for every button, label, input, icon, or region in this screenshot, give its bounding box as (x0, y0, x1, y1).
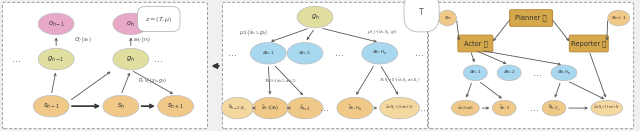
Text: $\bar{s}_{h,2}$: $\bar{s}_{h,2}$ (499, 104, 509, 112)
Ellipse shape (38, 13, 74, 35)
Text: $a_{h,H_a}$: $a_{h,H_a}$ (372, 49, 387, 58)
Ellipse shape (337, 97, 372, 119)
FancyBboxPatch shape (429, 2, 634, 129)
Ellipse shape (451, 100, 479, 116)
Ellipse shape (297, 6, 333, 28)
Text: $\bar{s}_{h,1}(s_h)$: $\bar{s}_{h,1}(s_h)$ (457, 104, 474, 112)
Text: ...: ... (415, 48, 424, 58)
Ellipse shape (113, 48, 148, 70)
Text: ...: ... (154, 54, 163, 64)
FancyBboxPatch shape (3, 2, 207, 129)
Ellipse shape (542, 100, 566, 116)
Ellipse shape (492, 100, 516, 116)
Ellipse shape (38, 48, 74, 70)
Text: T: T (419, 8, 424, 17)
Ellipse shape (362, 42, 397, 64)
Text: $\mathcal{T}_{h,1}(\cdot|\bar{s}_{h,1},a_{h,1})$: $\mathcal{T}_{h,1}(\cdot|\bar{s}_{h,1},a… (264, 77, 297, 85)
Ellipse shape (497, 65, 521, 81)
Text: $s_{h-1}$: $s_{h-1}$ (43, 102, 60, 111)
Text: Reporter 👷: Reporter 👷 (572, 40, 607, 47)
FancyBboxPatch shape (509, 10, 552, 26)
Ellipse shape (33, 95, 69, 117)
Text: $\mathcal{T}_{h,N_a+1}(\cdot|\bar{s}_{h,N_a},a_{h,N_a})$: $\mathcal{T}_{h,N_a+1}(\cdot|\bar{s}_{h,… (379, 76, 420, 85)
Text: $a_{h,H_a}$: $a_{h,H_a}$ (557, 69, 571, 77)
Text: $\bar{s}_{h,1}(s_h)$: $\bar{s}_{h,1}(s_h)$ (261, 104, 279, 112)
Text: $\bar{s}_{h,H_a}$: $\bar{s}_{h,H_a}$ (348, 103, 362, 113)
Ellipse shape (551, 65, 577, 81)
Text: $a_{h,1}$: $a_{h,1}$ (262, 50, 275, 57)
Text: ...: ... (321, 103, 330, 113)
FancyBboxPatch shape (458, 35, 493, 52)
Text: Planner 🤖: Planner 🤖 (515, 15, 547, 21)
Ellipse shape (287, 42, 323, 64)
Text: $\bar{s}_{h,2}$: $\bar{s}_{h,2}$ (299, 104, 311, 112)
Ellipse shape (250, 42, 286, 64)
Text: $s_{n+1}$: $s_{n+1}$ (611, 14, 627, 22)
Ellipse shape (103, 95, 139, 117)
Text: $g_{h-1}$: $g_{h-1}$ (47, 54, 65, 64)
Text: $o_h$: $o_h$ (127, 19, 135, 29)
Text: $a_{h,1}$: $a_{h,1}$ (469, 69, 481, 77)
Text: $s_h(\cdot|r_h)$: $s_h(\cdot|r_h)$ (132, 35, 151, 44)
Text: ...: ... (420, 103, 429, 113)
Ellipse shape (287, 97, 323, 119)
Text: $g_h$: $g_h$ (127, 54, 135, 64)
Text: $\bar{s}_{h,H_a}$: $\bar{s}_{h,H_a}$ (548, 103, 560, 113)
Text: $s_{h+1}$: $s_{h+1}$ (167, 102, 184, 111)
Text: $a_{h,2}$: $a_{h,2}$ (503, 69, 515, 77)
Text: $s_h$: $s_h$ (117, 102, 125, 111)
Text: $g_h$: $g_h$ (310, 12, 319, 22)
Text: Actor 🏆: Actor 🏆 (463, 40, 487, 47)
Ellipse shape (591, 100, 623, 116)
Text: $s_n$: $s_n$ (444, 14, 451, 22)
Text: $\mu_1(\cdot|\bar{s}_{h,1},g_h)$: $\mu_1(\cdot|\bar{s}_{h,1},g_h)$ (239, 28, 268, 37)
Text: $\bar{s}_{h-1,N_a}$: $\bar{s}_{h-1,N_a}$ (228, 103, 246, 113)
Ellipse shape (608, 10, 630, 26)
Ellipse shape (221, 97, 253, 119)
Ellipse shape (463, 65, 487, 81)
Ellipse shape (157, 95, 193, 117)
Text: $\bar{s}_{h,N_a+1}(s_{h+1})$: $\bar{s}_{h,N_a+1}(s_{h+1})$ (385, 104, 414, 112)
Text: $o_{h-1}$: $o_{h-1}$ (47, 19, 65, 29)
Ellipse shape (380, 97, 420, 119)
Ellipse shape (438, 10, 456, 26)
FancyBboxPatch shape (223, 2, 428, 129)
Text: $a_{h,2}$: $a_{h,2}$ (298, 50, 312, 57)
Ellipse shape (252, 97, 288, 119)
Text: $P_{z,h}(\cdot|s_h,g_h)$: $P_{z,h}(\cdot|s_h,g_h)$ (138, 76, 168, 85)
Text: ...: ... (532, 68, 541, 78)
Text: ...: ... (529, 103, 539, 113)
Ellipse shape (113, 13, 148, 35)
FancyBboxPatch shape (570, 35, 608, 52)
Text: $O(\cdot|s_h)$: $O(\cdot|s_h)$ (74, 35, 92, 44)
Text: $\mu_{H_a}(\cdot|\bar{s}_{h,N_a},g_h)$: $\mu_{H_a}(\cdot|\bar{s}_{h,N_a},g_h)$ (367, 29, 398, 37)
Text: ...: ... (335, 48, 344, 58)
Text: $z=(\mathcal{T},\mu)$: $z=(\mathcal{T},\mu)$ (145, 14, 173, 24)
Text: ...: ... (228, 48, 237, 58)
Text: ...: ... (12, 54, 21, 64)
Text: $\bar{s}_{h,N_a+1}(s_{h+1})$: $\bar{s}_{h,N_a+1}(s_{h+1})$ (593, 104, 620, 112)
